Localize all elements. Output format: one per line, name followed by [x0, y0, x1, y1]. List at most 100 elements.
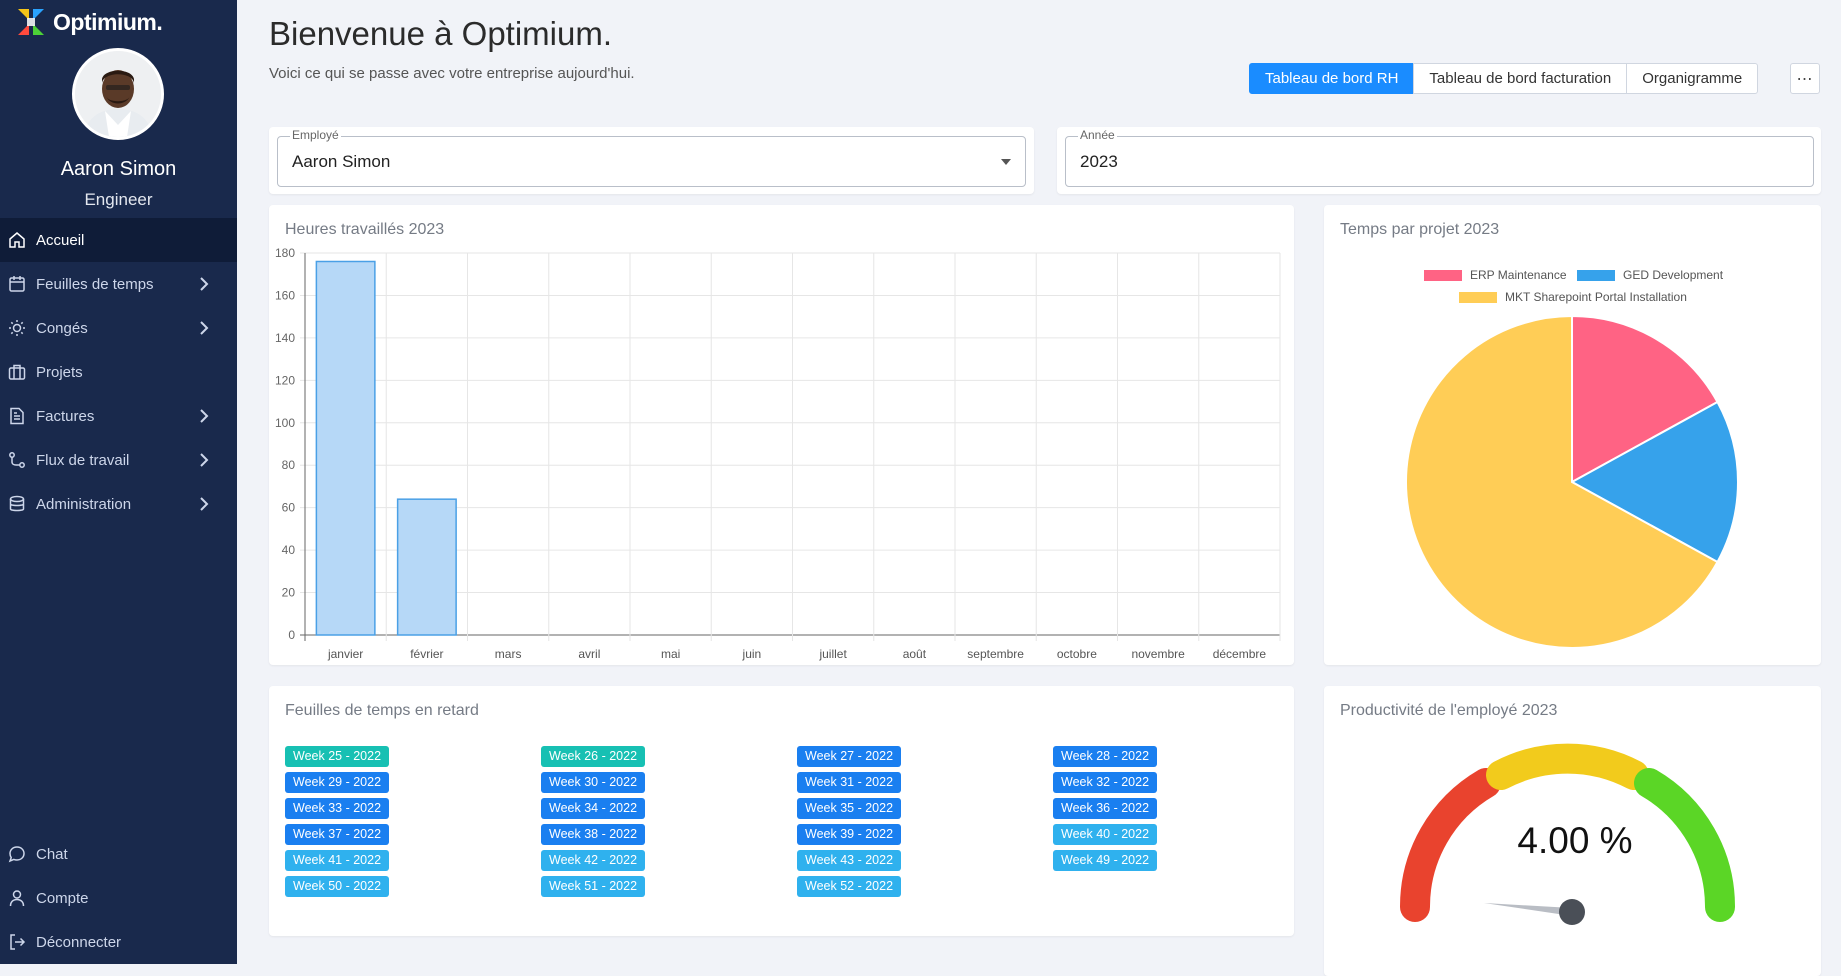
logo-text: Optimium. — [53, 8, 163, 35]
y-tick-label: 0 — [288, 628, 295, 642]
employee-filter-card: Employé Aaron Simon — [269, 127, 1034, 194]
sun-icon — [8, 319, 26, 337]
tab-tableau-de-bord-rh[interactable]: Tableau de bord RH — [1249, 63, 1415, 94]
chat-icon — [8, 845, 26, 863]
year-input[interactable]: Année 2023 — [1065, 128, 1814, 187]
tab-organigramme[interactable]: Organigramme — [1626, 63, 1759, 94]
employee-select[interactable]: Employé Aaron Simon — [277, 128, 1026, 187]
user-name: Aaron Simon — [60, 158, 177, 180]
week-badge[interactable]: Week 35 - 2022 — [797, 798, 902, 819]
x-tick-label: mai — [661, 647, 680, 661]
nav-item-conges[interactable]: Congés — [0, 306, 237, 350]
employee-select-label: Employé — [290, 128, 341, 142]
x-tick-label: septembre — [967, 647, 1024, 661]
nav-item-compte[interactable]: Compte — [0, 876, 237, 920]
bottom-nav: Chat Compte Déconnecter — [0, 832, 237, 964]
sidebar: Optimium. Aaron Simon Engineer Accueil F… — [0, 0, 237, 964]
nav-item-factures[interactable]: Factures — [0, 394, 237, 438]
nav-item-label: Flux de travail — [36, 451, 130, 469]
gauge-needle — [1484, 903, 1572, 916]
pie-slice[interactable] — [1405, 314, 1719, 649]
week-badge[interactable]: Week 39 - 2022 — [797, 824, 902, 845]
week-badge[interactable]: Week 43 - 2022 — [797, 850, 902, 871]
week-badge[interactable]: Week 52 - 2022 — [797, 876, 902, 897]
late-timesheets-card: Feuilles de temps en retard Week 25 - 20… — [269, 686, 1294, 936]
late-timesheets-title: Feuilles de temps en retard — [285, 702, 479, 719]
bar[interactable] — [396, 498, 457, 636]
year-input-label: Année — [1078, 128, 1117, 142]
chevron-right-icon — [200, 497, 209, 511]
week-badge[interactable]: Week 40 - 2022 — [1053, 824, 1158, 845]
week-badge[interactable]: Week 28 - 2022 — [1053, 746, 1158, 767]
nav-item-flux-de-travail[interactable]: Flux de travail — [0, 438, 237, 482]
nav-item-projets[interactable]: Projets — [0, 350, 237, 394]
hours-chart-card: Heures travaillés 2023 0 20 40 60 80 100 120 14… — [269, 205, 1294, 665]
caret-down-icon — [1001, 159, 1011, 165]
week-badge[interactable]: Week 32 - 2022 — [1053, 772, 1158, 793]
x-tick-label: août — [903, 647, 927, 661]
pie-slice[interactable] — [1569, 400, 1739, 564]
briefcase-icon — [8, 363, 26, 381]
document-icon — [8, 407, 26, 425]
database-icon — [8, 495, 26, 513]
main-nav: Accueil Feuilles de temps Congés Projets — [0, 218, 237, 526]
nav-item-chat[interactable]: Chat — [0, 832, 237, 876]
chevron-right-icon — [200, 321, 209, 335]
productivity-gauge — [1399, 743, 1736, 925]
workflow-icon — [8, 451, 26, 469]
nav-item-label: Projets — [36, 363, 83, 381]
nav-item-label: Administration — [36, 495, 132, 513]
tab-tableau-de-bord-facturation[interactable]: Tableau de bord facturation — [1413, 63, 1628, 94]
pie-slice[interactable] — [1571, 314, 1719, 484]
x-tick-label: février — [410, 647, 443, 661]
nav-item-feuilles-de-temps[interactable]: Feuilles de temps — [0, 262, 237, 306]
legend-item-erp-maintenance[interactable]: ERP Maintenance — [1424, 268, 1567, 282]
page-subtitle: Voici ce qui se passe avec votre entrepr… — [269, 65, 635, 82]
x-tick-label: juillet — [818, 647, 847, 661]
week-badge[interactable]: Week 25 - 2022 — [285, 746, 390, 767]
app-logo[interactable]: Optimium. — [16, 6, 163, 38]
legend-swatch — [1577, 269, 1615, 281]
nav-item-label: Congés — [36, 319, 88, 337]
nav-item-administration[interactable]: Administration — [0, 482, 237, 526]
nav-item-label: Feuilles de temps — [36, 275, 154, 293]
nav-item-accueil[interactable]: Accueil — [0, 218, 237, 262]
nav-item-deconnecter[interactable]: Déconnecter — [0, 920, 237, 964]
week-badge[interactable]: Week 27 - 2022 — [797, 746, 902, 767]
x-tick-label: octobre — [1057, 647, 1097, 661]
y-tick-label: 60 — [282, 501, 296, 515]
bar[interactable] — [315, 260, 376, 636]
gauge-segment-green — [1634, 768, 1736, 922]
week-badge[interactable]: Week 34 - 2022 — [541, 798, 646, 819]
x-tick-label: avril — [578, 647, 600, 661]
logo-icon — [18, 9, 44, 35]
home-icon — [8, 231, 26, 249]
page-title: Bienvenue à Optimium. — [269, 15, 613, 52]
week-badge[interactable]: Week 33 - 2022 — [285, 798, 390, 819]
week-badge[interactable]: Week 50 - 2022 — [285, 876, 390, 897]
week-badge[interactable]: Week 26 - 2022 — [541, 746, 646, 767]
week-badge[interactable]: Week 37 - 2022 — [285, 824, 390, 845]
productivity-card: Productivité de l'employé 2023 — [1324, 686, 1821, 976]
week-badge[interactable]: Week 38 - 2022 — [541, 824, 646, 845]
week-badge[interactable]: Week 30 - 2022 — [541, 772, 646, 793]
week-badge[interactable]: Week 51 - 2022 — [541, 876, 646, 897]
y-tick-label: 140 — [275, 331, 295, 345]
employee-select-value: Aaron Simon — [292, 152, 391, 171]
legend-swatch — [1424, 269, 1462, 281]
week-badge[interactable]: Week 49 - 2022 — [1053, 850, 1158, 871]
week-badge[interactable]: Week 29 - 2022 — [285, 772, 390, 793]
week-badge[interactable]: Week 41 - 2022 — [285, 850, 390, 871]
project-pie-chart — [1405, 314, 1739, 649]
legend-swatch — [1459, 291, 1497, 303]
week-badge[interactable]: Week 36 - 2022 — [1053, 798, 1158, 819]
avatar[interactable] — [72, 48, 164, 140]
legend-item-ged-development[interactable]: GED Development — [1577, 268, 1723, 282]
x-tick-label: juin — [742, 647, 762, 661]
year-input-value: 2023 — [1080, 152, 1118, 171]
week-badge[interactable]: Week 31 - 2022 — [797, 772, 902, 793]
week-badge[interactable]: Week 42 - 2022 — [541, 850, 646, 871]
more-options-button[interactable]: ⋯ — [1790, 63, 1820, 94]
legend-item-mkt-sharepoint[interactable]: MKT Sharepoint Portal Installation — [1459, 290, 1687, 304]
calendar-icon — [8, 275, 26, 293]
